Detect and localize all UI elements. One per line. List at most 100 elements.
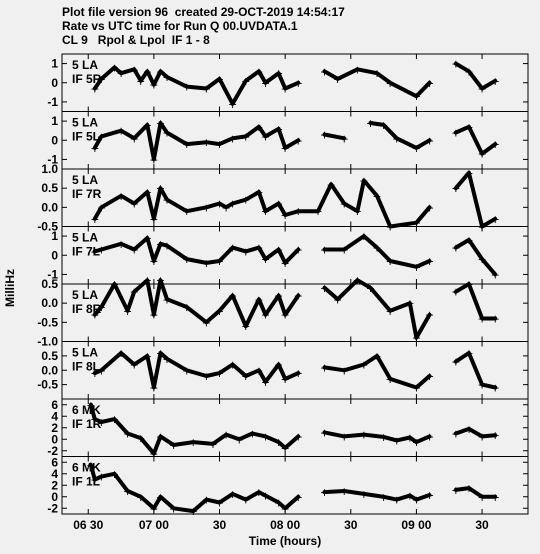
data-point: + — [143, 186, 152, 199]
y-tick-label: -0.5 — [37, 378, 58, 392]
x-tick-label: 07 00 — [139, 518, 169, 532]
y-tick-label: 6 — [51, 455, 58, 469]
x-tick-label: 30 — [475, 518, 489, 532]
y-tick-label: 1 — [51, 57, 58, 71]
data-point: + — [241, 130, 250, 143]
data-point: + — [412, 142, 421, 155]
data-point: + — [162, 353, 171, 366]
data-point: + — [491, 313, 500, 326]
data-point: + — [313, 205, 322, 218]
data-point: + — [359, 429, 368, 442]
data-point: + — [261, 309, 270, 322]
data-point: + — [228, 359, 237, 372]
data-point: + — [254, 364, 263, 377]
data-point: + — [294, 205, 303, 218]
data-point: + — [372, 350, 381, 363]
data-point: + — [254, 242, 263, 255]
data-point: + — [123, 485, 132, 498]
y-tick-label: -1 — [47, 95, 58, 109]
data-point: + — [491, 75, 500, 88]
panel-source-label: 5 LA — [72, 116, 98, 130]
data-point: + — [221, 201, 230, 214]
data-point: + — [386, 305, 395, 318]
data-point: + — [228, 242, 237, 255]
data-point: + — [189, 505, 198, 518]
data-point: + — [254, 186, 263, 199]
data-point: + — [241, 245, 250, 258]
data-point: + — [123, 305, 132, 318]
data-point: + — [294, 244, 303, 257]
data-point: + — [156, 347, 165, 360]
data-point: + — [215, 367, 224, 380]
y-tick-label: 1 — [51, 229, 58, 243]
data-point: + — [130, 198, 139, 211]
y-tick-label: 2 — [51, 478, 58, 492]
data-point: + — [294, 77, 303, 90]
data-point: + — [359, 230, 368, 243]
data-point: + — [477, 430, 486, 443]
data-point: + — [366, 282, 375, 295]
data-point: + — [464, 278, 473, 291]
series-line — [88, 402, 498, 456]
data-point: + — [379, 119, 388, 132]
y-tick-label: 0 — [51, 432, 58, 446]
data-point: + — [464, 482, 473, 495]
header-line-1: Plot file version 96 created 29-OCT-2019… — [62, 5, 345, 19]
data-point: + — [261, 130, 270, 143]
data-point: + — [405, 297, 414, 310]
panel-if-label: IF 7L — [72, 245, 100, 259]
data-point: + — [372, 190, 381, 203]
data-point: + — [116, 347, 125, 360]
data-point: + — [320, 282, 329, 295]
data-point: + — [477, 491, 486, 504]
header-line-2: Rate vs UTC time for Run Q 00.UVDATA.1 — [62, 19, 298, 33]
y-tick-label: 0.5 — [41, 181, 58, 195]
data-point: + — [241, 370, 250, 383]
y-tick-label: 0 — [51, 76, 58, 90]
panel-source-label: 5 LA — [72, 173, 98, 187]
data-point: + — [386, 255, 395, 268]
panel-source-label: 5 LA — [72, 58, 98, 72]
data-point: + — [143, 274, 152, 287]
data-point: + — [228, 198, 237, 211]
data-point: + — [491, 138, 500, 151]
y-tick-label: -2 — [47, 444, 58, 458]
data-point: + — [143, 350, 152, 363]
data-point: + — [90, 309, 99, 322]
data-point: + — [425, 489, 434, 502]
data-point: + — [130, 132, 139, 145]
data-point: + — [425, 77, 434, 90]
data-point: + — [261, 430, 270, 443]
data-point: + — [281, 442, 290, 455]
x-axis-label: Time (hours) — [249, 534, 321, 548]
data-point: + — [130, 359, 139, 372]
data-point: + — [294, 367, 303, 380]
data-point: + — [412, 494, 421, 507]
panel-source-label: 5 LA — [72, 346, 98, 360]
y-tick-label: -0.5 — [37, 220, 58, 234]
data-point: + — [366, 117, 375, 130]
y-tick-label: 2 — [51, 421, 58, 435]
data-point: + — [392, 494, 401, 507]
data-point: + — [97, 301, 106, 314]
data-point: + — [254, 486, 263, 499]
data-point: + — [90, 413, 99, 426]
panel-if-label: IF 7R — [72, 187, 102, 201]
data-point: + — [215, 497, 224, 510]
data-point: + — [162, 240, 171, 253]
y-tick-label: 4 — [51, 409, 58, 423]
y-tick-label: -2 — [47, 501, 58, 515]
data-point: + — [491, 382, 500, 395]
data-point: + — [294, 290, 303, 303]
data-point: + — [261, 376, 270, 389]
data-point: + — [162, 71, 171, 84]
data-point: + — [130, 244, 139, 257]
data-point: + — [425, 201, 434, 214]
data-point: + — [215, 255, 224, 268]
